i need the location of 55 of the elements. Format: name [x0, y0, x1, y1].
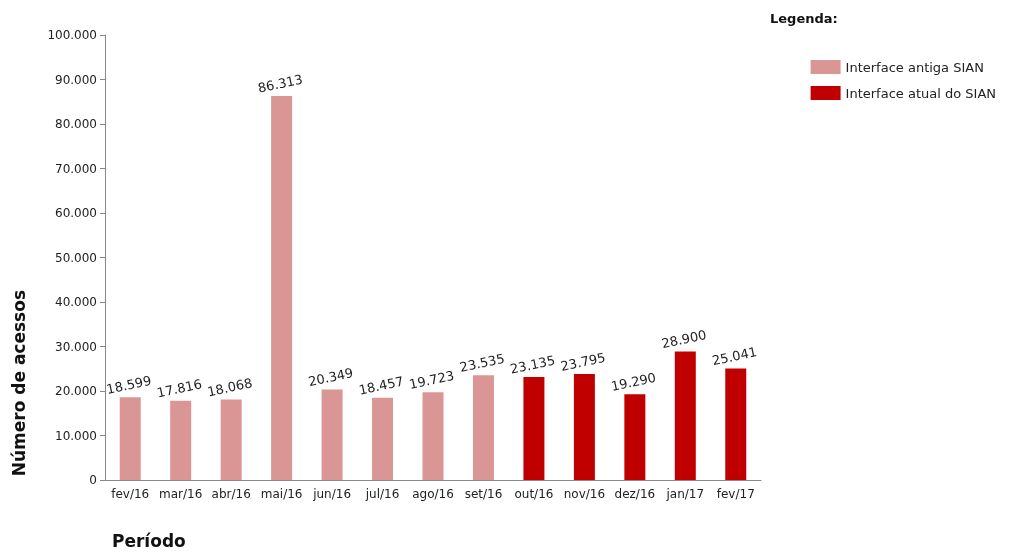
x-tick-label: dez/16 — [614, 487, 656, 501]
y-tick-label: 80.000 — [55, 117, 97, 131]
x-tick-label: fev/16 — [111, 487, 150, 501]
y-tick-label: 20.000 — [55, 384, 97, 398]
data-label: 17.816 — [155, 376, 204, 401]
y-tick-label: 100.000 — [47, 28, 97, 42]
y-tick-label: 30.000 — [55, 339, 97, 354]
bar — [523, 377, 545, 480]
y-tick-label: 60.000 — [55, 206, 97, 220]
legend-label: Interface antiga SIAN — [845, 59, 984, 75]
x-tick-label: mai/16 — [260, 487, 303, 501]
x-tick-label: set/16 — [464, 487, 503, 501]
bar — [573, 374, 595, 480]
x-tick-label: jun/16 — [312, 487, 352, 501]
data-label: 86.313 — [256, 71, 305, 96]
data-label: 20.349 — [306, 365, 355, 390]
data-label: 19.723 — [407, 367, 456, 392]
x-tick-label: jul/16 — [364, 487, 400, 501]
x-tick-label: jan/17 — [665, 487, 705, 501]
data-label: 28.900 — [660, 326, 708, 352]
x-tick-label: ago/16 — [412, 487, 454, 501]
y-tick-label: 0 — [89, 473, 97, 487]
x-axis-title: Período — [112, 530, 186, 551]
x-tick-label: nov/16 — [563, 487, 606, 501]
bar — [422, 392, 444, 480]
bar — [271, 95, 293, 480]
legend-title: Legenda: — [770, 11, 838, 26]
data-label: 18.457 — [357, 373, 405, 398]
bar — [674, 351, 696, 480]
data-label: 19.290 — [609, 369, 658, 394]
bar — [472, 375, 494, 480]
y-tick-label: 90.000 — [55, 72, 97, 87]
bar — [220, 399, 242, 480]
y-tick-label: 40.000 — [55, 295, 97, 309]
bar — [372, 397, 394, 480]
bar — [321, 389, 343, 480]
x-tick-label: abr/16 — [211, 487, 251, 501]
bar — [624, 394, 646, 480]
y-tick-label: 10.000 — [55, 428, 97, 443]
y-axis-title: Número de acessos — [8, 289, 29, 477]
x-tick-label: out/16 — [514, 487, 554, 501]
data-label: 25.041 — [710, 344, 759, 369]
data-label: 23.135 — [508, 352, 557, 377]
bar — [119, 397, 141, 480]
data-label: 18.068 — [206, 375, 254, 400]
data-label: 23.795 — [559, 349, 607, 374]
bar — [170, 400, 192, 480]
x-tick-label: fev/17 — [716, 487, 755, 501]
x-tick-label: mar/16 — [159, 487, 203, 501]
y-tick-label: 70.000 — [55, 161, 97, 176]
legend-label: Interface atual do SIAN — [845, 85, 996, 101]
y-tick-label: 50.000 — [55, 250, 97, 265]
bar — [725, 368, 747, 480]
data-label: 23.535 — [458, 350, 506, 375]
data-label: 18.599 — [105, 372, 153, 397]
